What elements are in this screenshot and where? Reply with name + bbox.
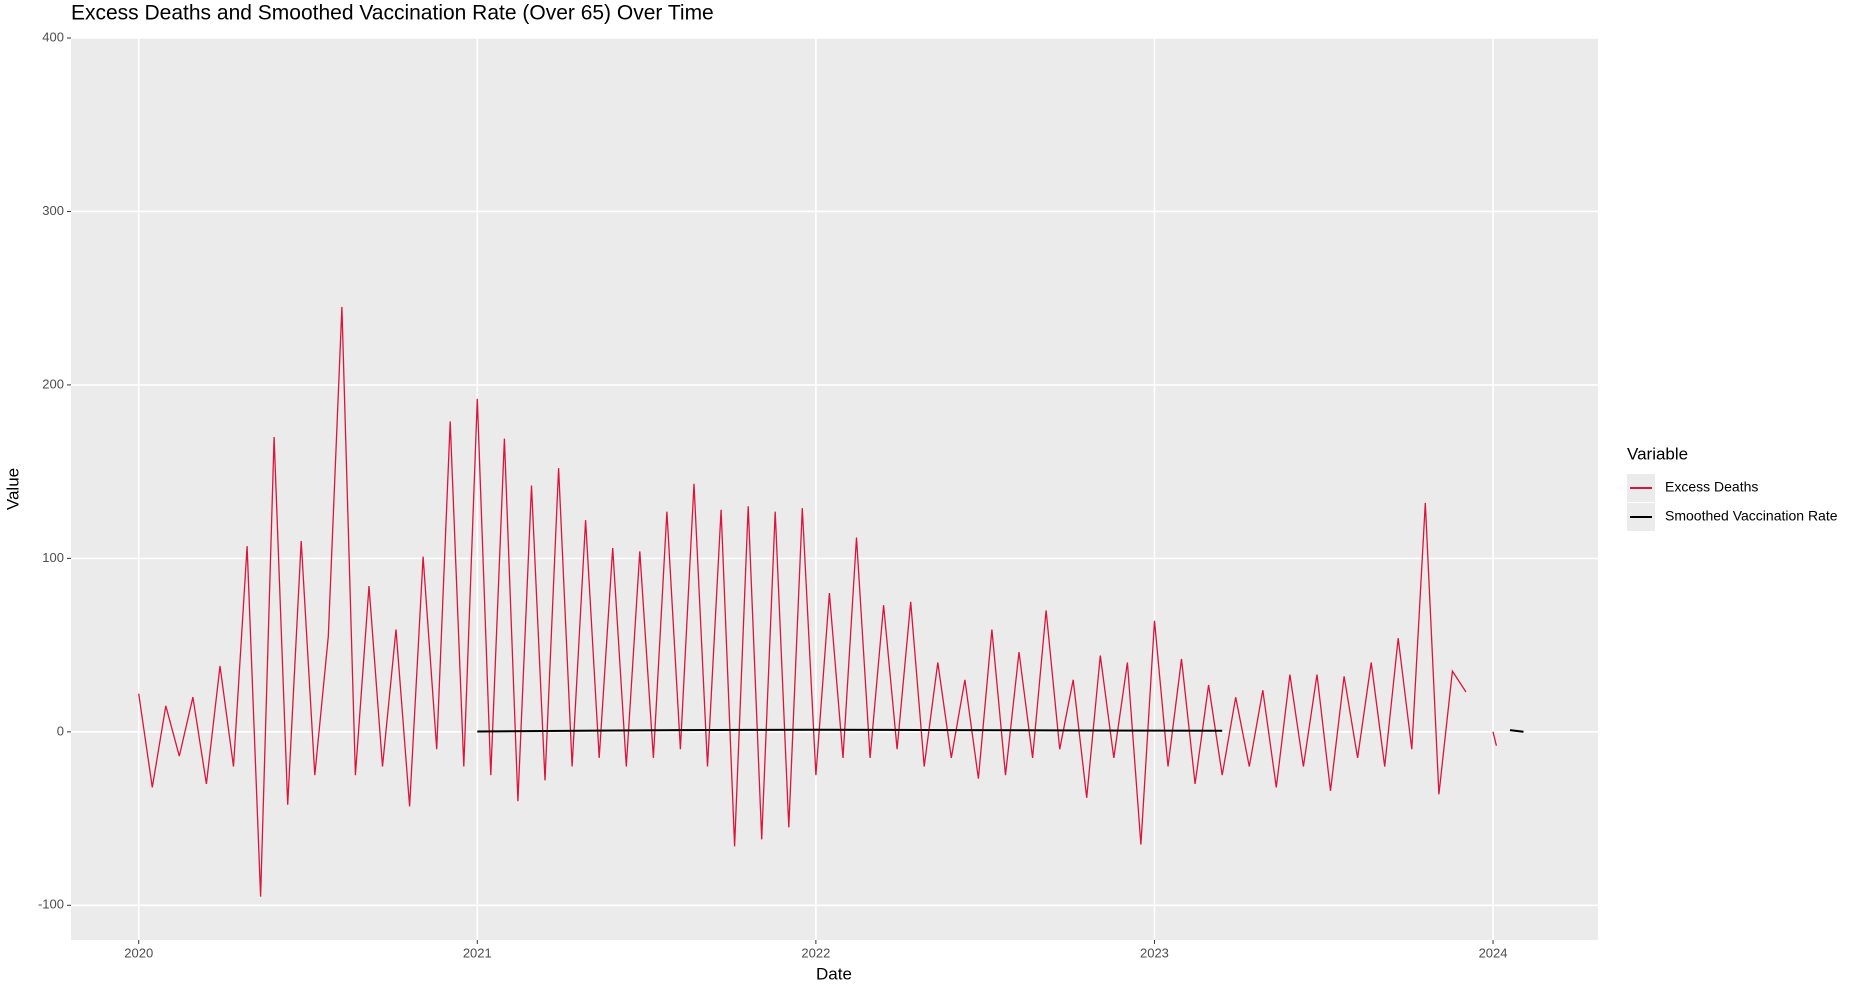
plot-panel [71, 38, 1598, 940]
legend-label: Excess Deaths [1665, 479, 1758, 495]
y-tick-label: -100 [38, 897, 64, 912]
x-tick-label: 2023 [1140, 945, 1169, 960]
y-tick-label: 200 [42, 376, 64, 391]
data-line [138, 306, 1498, 897]
legend-label: Smoothed Vaccination Rate [1665, 508, 1838, 524]
y-tick-label: 0 [57, 723, 64, 738]
x-tick-label: 2024 [1479, 945, 1508, 960]
y-tick-label: 100 [42, 550, 64, 565]
x-tick-label: 2022 [801, 945, 830, 960]
y-tick-label: 400 [42, 29, 64, 44]
y-axis-title: Value [3, 468, 22, 510]
data-line [477, 728, 1524, 733]
x-axis-title: Date [816, 964, 852, 983]
x-tick-label: 2021 [463, 945, 492, 960]
chart-title: Excess Deaths and Smoothed Vaccination R… [71, 2, 714, 25]
y-tick-label: 300 [42, 203, 64, 218]
legend-title: Variable [1627, 444, 1688, 463]
x-tick-label: 2020 [124, 945, 153, 960]
